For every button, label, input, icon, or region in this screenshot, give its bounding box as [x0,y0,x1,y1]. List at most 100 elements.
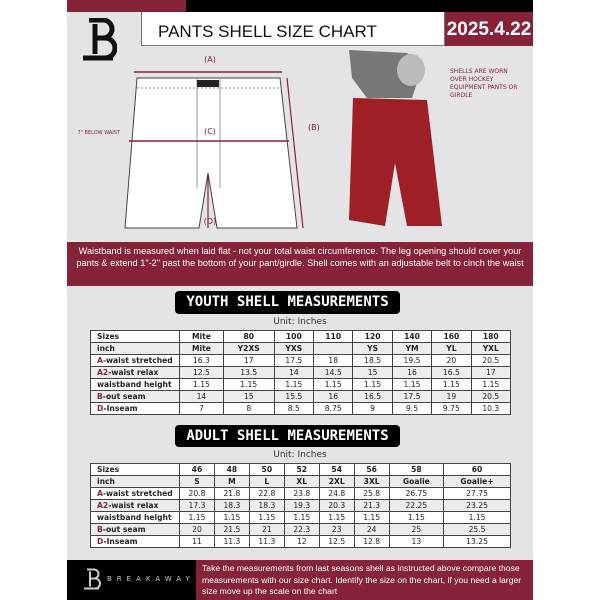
table-row: D-Inseam 7 8 8.5 8.75 9 9.5 9.75 10.3 [90,402,512,415]
label-text: -waist stretched [102,356,173,365]
label-prefix: A2 [97,501,109,510]
table-cell: 15.5 [273,390,315,403]
table-cell: 20.3 [318,499,355,512]
table-cell: 1.15 [313,378,354,391]
table-cell: 27.75 [443,487,511,500]
table-cell: 20 [179,523,215,536]
table-cell: 24.8 [318,487,355,500]
row-label: B-out seam [90,523,180,536]
row-label: Sizes [90,463,180,476]
label-text: -out seam [102,392,146,401]
row-label: D-Inseam [90,535,180,548]
youth-unit: Unit: Inches [273,317,327,327]
table-cell: YXS [273,342,315,355]
table-cell: 1.15 [213,511,250,524]
table-cell: 16.5 [431,366,472,379]
table-cell: 2XL [318,475,355,488]
table-row: A-waist stretched 20.8 21.8 22.8 23.8 24.8 25.… [90,487,511,500]
label-prefix: D [97,537,104,546]
table-cell: 46 [179,463,215,476]
table-cell: 16 [391,366,433,379]
adult-table: Sizes 46 48 50 52 54 56 58 60 inch S M L XL 2XL 3XL Goal… [90,463,511,548]
table-cell: 11.3 [248,535,285,548]
top-bar-accent [67,0,186,12]
table-cell: 12.5 [179,366,224,379]
table-cell: XL [283,475,320,488]
table-cell: YS [352,342,393,355]
table-cell: 1.15 [222,378,275,391]
table-cell: Mite [179,342,224,355]
table-cell: 11.3 [213,535,250,548]
table-cell: 23.8 [283,487,320,500]
table-cell: 20 [431,354,472,367]
table-cell: 140 [391,330,433,343]
table-cell: 48 [213,463,250,476]
table-cell: 21.5 [213,523,250,536]
table-cell: YXL [470,342,512,355]
table-cell: 56 [353,463,390,476]
label-text: -Inseam [103,537,138,546]
table-cell: 17.5 [273,354,315,367]
table-row: A2-waist relax 12.5 13.5 14 14.5 15 16 16.5 17 [90,366,512,379]
table-cell: 54 [318,463,355,476]
row-label: A-waist stretched [90,354,180,367]
table-cell: 20.8 [179,487,215,500]
table-cell: 12.8 [353,535,390,548]
youth-table: Sizes Mite 80 100 110 120 140 160 180 inch Mite Y2X… [90,330,512,415]
table-cell: 14 [273,366,315,379]
table-cell: 8.75 [313,402,354,415]
table-cell: 22.3 [283,523,320,536]
table-cell: 24 [353,523,390,536]
table-row: inch Mite Y2XS YXS YS YM YL YXL [90,342,512,355]
table-cell: 58 [388,463,445,476]
table-cell: 18.3 [213,499,250,512]
table-cell: 17 [222,354,275,367]
table-cell: 25.8 [353,487,390,500]
table-row: Sizes 46 48 50 52 54 56 58 60 [90,463,511,476]
table-cell: 17.5 [391,390,433,403]
table-cell: 16.5 [352,390,393,403]
row-label: inch [90,342,180,355]
table-cell: 21 [248,523,285,536]
table-cell: 19.5 [391,354,433,367]
table-cell: YM [391,342,433,355]
label-b: (B) [308,123,320,132]
table-cell: 18.5 [352,354,393,367]
table-row: A-waist stretched 16.3 17 17.5 18 18.5 19.5 20 2… [90,354,512,367]
size-chart-page: PANTS SHELL SIZE CHART 2025.4.22 (A) (C)… [67,0,533,600]
table-cell: 25.5 [443,523,511,536]
footer-brand-block [67,560,196,600]
label-text: -waist relax [108,501,159,510]
label-prefix: A [97,489,103,498]
instructions-banner: Waistband is measured when laid flat - n… [67,242,533,286]
table-cell: 22.8 [248,487,285,500]
label-text: -Inseam [103,404,138,413]
adult-title: ADULT SHELL MEASUREMENTS [175,425,400,447]
label-prefix: B [97,525,103,534]
label-c: (C) [204,127,216,136]
below-waist-label: 7" BELOW WAIST [77,130,120,136]
row-label: B-out seam [90,390,180,403]
label-prefix: A [97,356,103,365]
row-label: Sizes [90,330,180,343]
table-cell: 1.15 [443,511,511,524]
table-cell: 19 [431,390,472,403]
table-cell [313,342,354,355]
table-cell: 8 [222,402,275,415]
footer-logo-icon [84,568,101,590]
table-cell: 1.15 [283,511,320,524]
table-cell: 160 [431,330,472,343]
table-cell: 16.3 [179,354,224,367]
table-cell: 1.15 [248,511,285,524]
table-cell: YL [431,342,472,355]
table-cell: 21.3 [353,499,390,512]
label-prefix: B [97,392,103,401]
label-text: inch [97,477,115,486]
table-cell: 9.75 [431,402,472,415]
table-cell: 60 [443,463,511,476]
footer-instructions: Take the measurements from last seasons … [196,560,533,600]
label-text: Sizes [97,332,120,341]
table-cell: 1.15 [352,378,393,391]
table-row: waistband height 1.15 1.15 1.15 1.15 1.15 1.15… [90,378,512,391]
table-cell: 20.5 [470,390,512,403]
